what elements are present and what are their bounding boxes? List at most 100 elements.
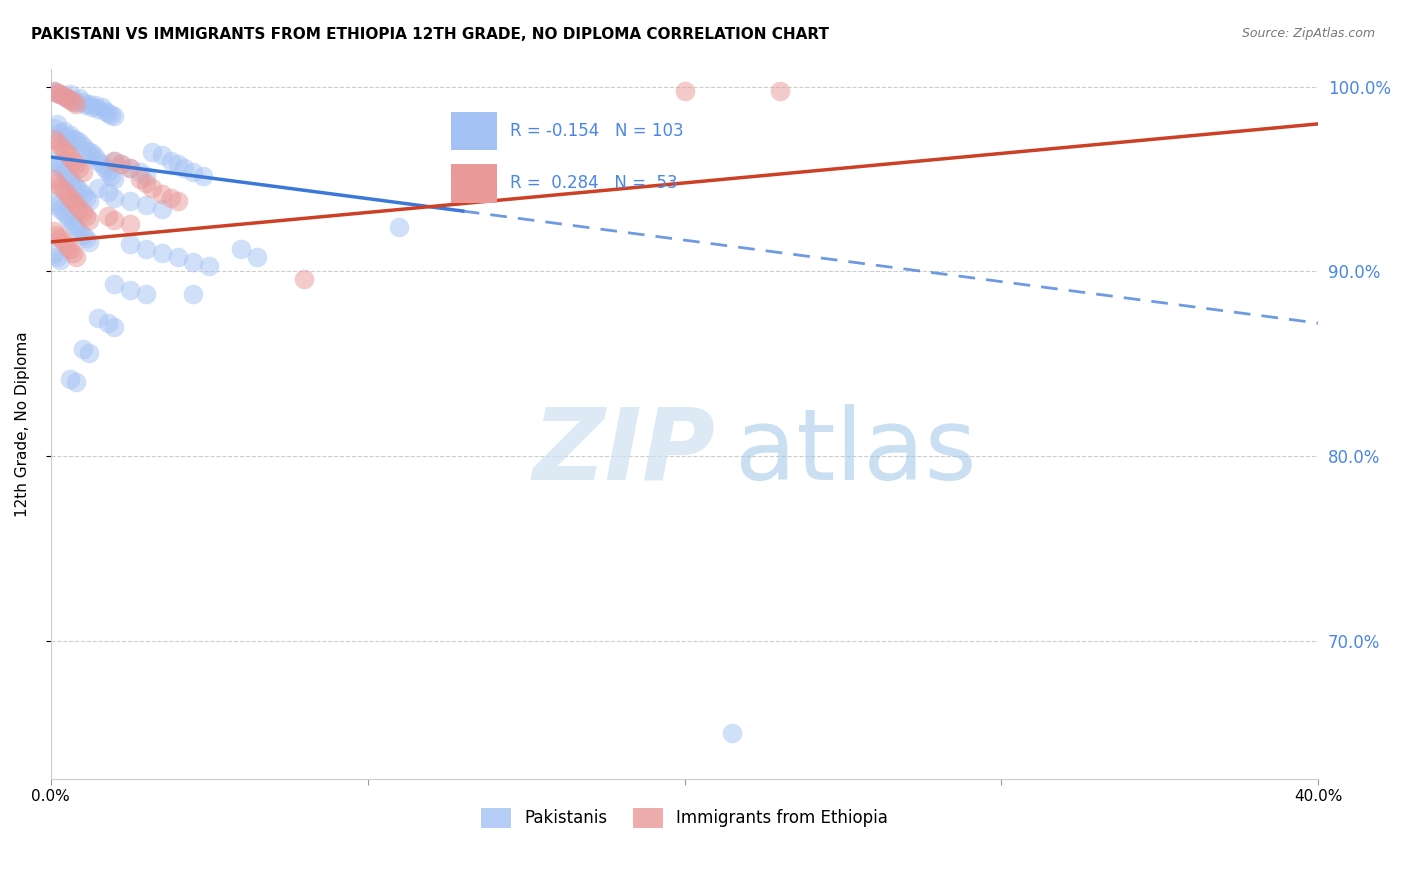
Point	[49, 87, 72, 102]
Point	[46, 117, 69, 131]
Point	[150, 148, 173, 162]
Point	[55, 146, 77, 161]
Point	[55, 186, 77, 201]
Point	[166, 157, 188, 171]
Point	[75, 98, 97, 112]
Point	[150, 246, 173, 260]
Point	[52, 89, 75, 103]
Point	[110, 157, 132, 171]
Point	[65, 198, 87, 212]
Point	[52, 205, 75, 219]
Text: Source: ZipAtlas.com: Source: ZipAtlas.com	[1241, 27, 1375, 40]
Point	[42, 246, 65, 260]
Point	[118, 161, 141, 176]
Point	[62, 176, 84, 190]
Point	[135, 286, 157, 301]
Point	[75, 143, 97, 157]
Point	[55, 209, 77, 223]
Point	[118, 283, 141, 297]
Point	[103, 153, 125, 168]
Point	[93, 103, 115, 118]
Point	[59, 150, 82, 164]
Point	[110, 157, 132, 171]
Point	[103, 277, 125, 292]
Point	[166, 194, 188, 209]
Point	[103, 191, 125, 205]
Point	[62, 131, 84, 145]
Point	[49, 179, 72, 194]
Point	[103, 110, 125, 124]
Point	[135, 169, 157, 183]
Y-axis label: 12th Grade, No Diploma: 12th Grade, No Diploma	[15, 331, 30, 516]
Point	[97, 185, 120, 199]
Point	[97, 316, 120, 330]
Point	[42, 84, 65, 98]
Point	[55, 91, 77, 105]
Point	[75, 209, 97, 223]
Point	[292, 272, 315, 286]
Point	[160, 153, 183, 168]
Point	[72, 165, 94, 179]
Point	[42, 131, 65, 145]
Point	[62, 217, 84, 231]
Point	[198, 259, 221, 273]
Point	[65, 157, 87, 171]
Point	[59, 172, 82, 186]
Point	[72, 95, 94, 109]
Point	[67, 183, 90, 197]
Point	[65, 96, 87, 111]
Point	[87, 181, 110, 195]
Point	[80, 146, 103, 161]
Point	[67, 161, 90, 176]
Point	[673, 84, 696, 98]
Point	[67, 202, 90, 216]
Point	[67, 224, 90, 238]
Point	[55, 169, 77, 183]
Point	[42, 172, 65, 186]
Point	[150, 186, 173, 201]
Point	[118, 217, 141, 231]
Point	[52, 124, 75, 138]
Text: ZIP: ZIP	[533, 404, 716, 500]
Point	[59, 191, 82, 205]
Point	[128, 172, 150, 186]
Point	[84, 98, 107, 112]
Point	[160, 191, 183, 205]
Point	[87, 310, 110, 325]
Point	[77, 194, 100, 209]
Point	[59, 243, 82, 257]
Point	[141, 181, 163, 195]
Point	[42, 84, 65, 98]
Point	[46, 86, 69, 100]
Point	[49, 161, 72, 176]
Point	[103, 172, 125, 186]
Point	[135, 243, 157, 257]
Point	[77, 235, 100, 249]
Point	[52, 165, 75, 179]
Point	[90, 157, 112, 171]
Point	[721, 726, 744, 740]
Point	[72, 227, 94, 242]
Point	[55, 129, 77, 144]
Point	[93, 161, 115, 176]
Point	[118, 161, 141, 176]
Point	[46, 250, 69, 264]
Point	[62, 246, 84, 260]
Point	[59, 87, 82, 102]
Point	[103, 319, 125, 334]
Point	[77, 96, 100, 111]
Point	[59, 212, 82, 227]
Point	[135, 176, 157, 190]
Point	[77, 345, 100, 359]
Point	[84, 150, 107, 164]
Point	[90, 100, 112, 114]
Point	[128, 165, 150, 179]
Point	[62, 153, 84, 168]
Point	[55, 91, 77, 105]
Legend: Pakistanis, Immigrants from Ethiopia: Pakistanis, Immigrants from Ethiopia	[475, 801, 894, 835]
Point	[118, 194, 141, 209]
Point	[80, 100, 103, 114]
Point	[100, 108, 122, 122]
Point	[150, 202, 173, 216]
Point	[52, 143, 75, 157]
